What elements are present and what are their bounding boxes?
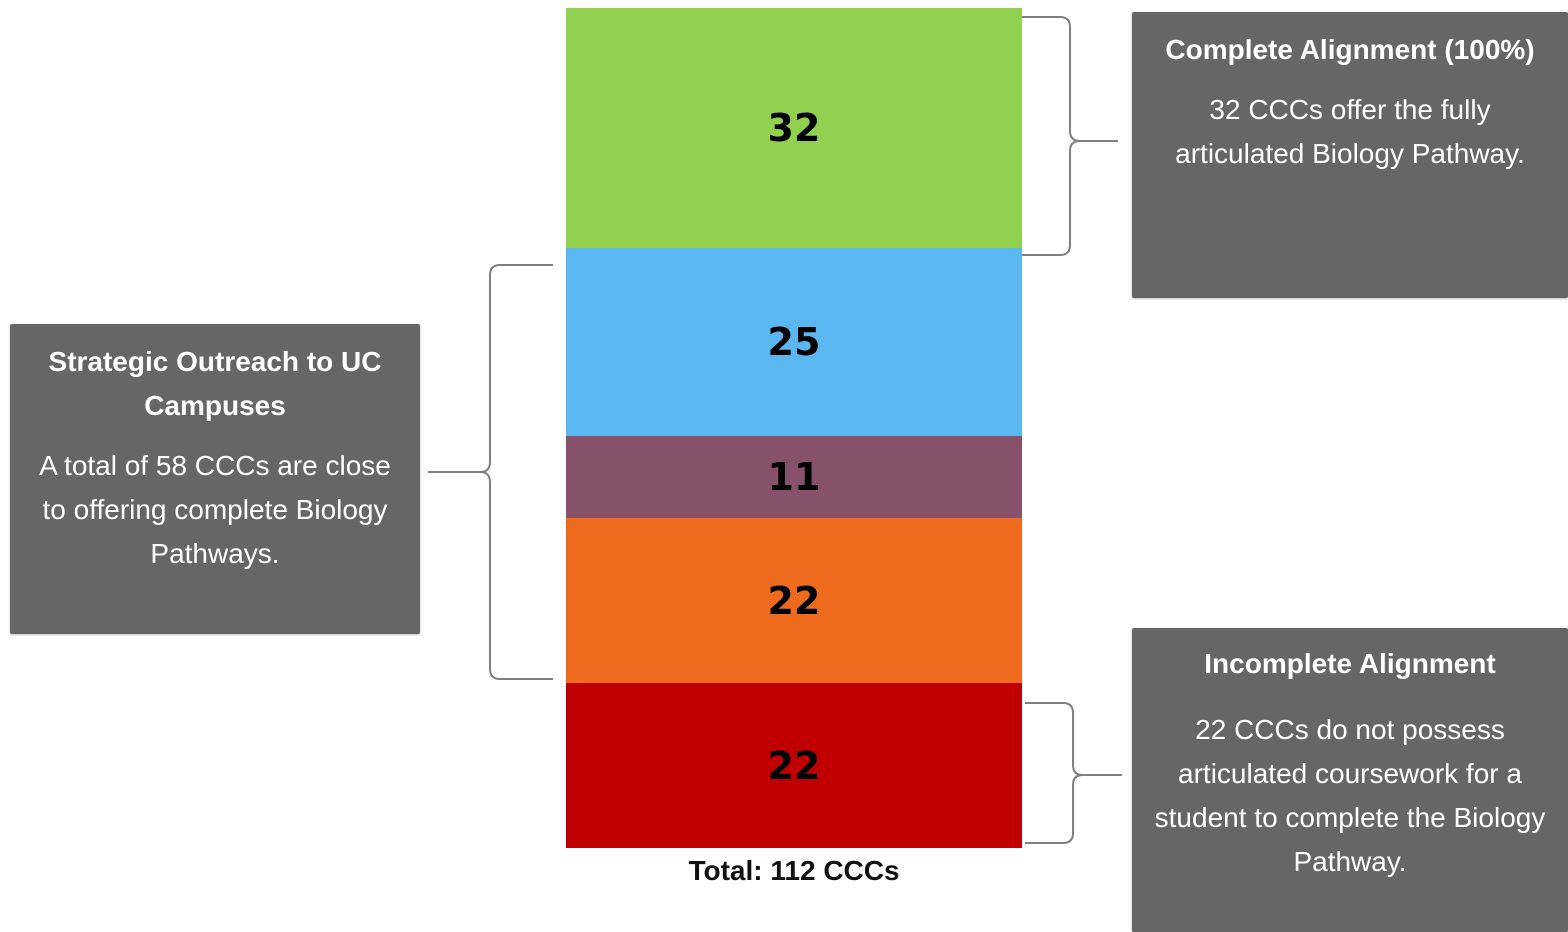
callout-body: 32 CCCs offer the fully articulated Biol… [1175,94,1525,169]
bar-segment-complete: 32 [566,8,1022,248]
segment-value-label: 22 [767,578,821,623]
segment-value-label: 22 [767,743,821,788]
brace-complete [1022,16,1118,256]
brace-outreach [428,264,553,680]
callout-strategic-outreach: Strategic Outreach to UC Campuses A tota… [10,324,420,634]
callout-title: Incomplete Alignment [1204,648,1496,679]
callout-title: Complete Alignment (100%) [1165,34,1535,65]
callout-complete-alignment: Complete Alignment (100%) 32 CCCs offer … [1132,12,1568,298]
bar-segment-outreach-1: 25 [566,248,1022,436]
bar-segment-outreach-2: 11 [566,435,1022,518]
callout-body: A total of 58 CCCs are close to offering… [39,450,391,569]
callout-title: Strategic Outreach to UC Campuses [48,346,382,421]
stacked-bar: 32 25 11 22 22 [566,8,1022,848]
segment-value-label: 32 [767,106,821,150]
callout-body: 22 CCCs do not possess articulated cours… [1154,714,1546,877]
bar-segment-outreach-3: 22 [566,518,1022,683]
bar-segment-incomplete: 22 [566,683,1022,848]
segment-value-label: 11 [767,454,821,499]
callout-incomplete-alignment: Incomplete Alignment 22 CCCs do not poss… [1132,628,1568,932]
segment-value-label: 25 [767,319,821,364]
brace-incomplete [1025,702,1122,844]
total-label: Total: 112 CCCs [688,855,900,886]
